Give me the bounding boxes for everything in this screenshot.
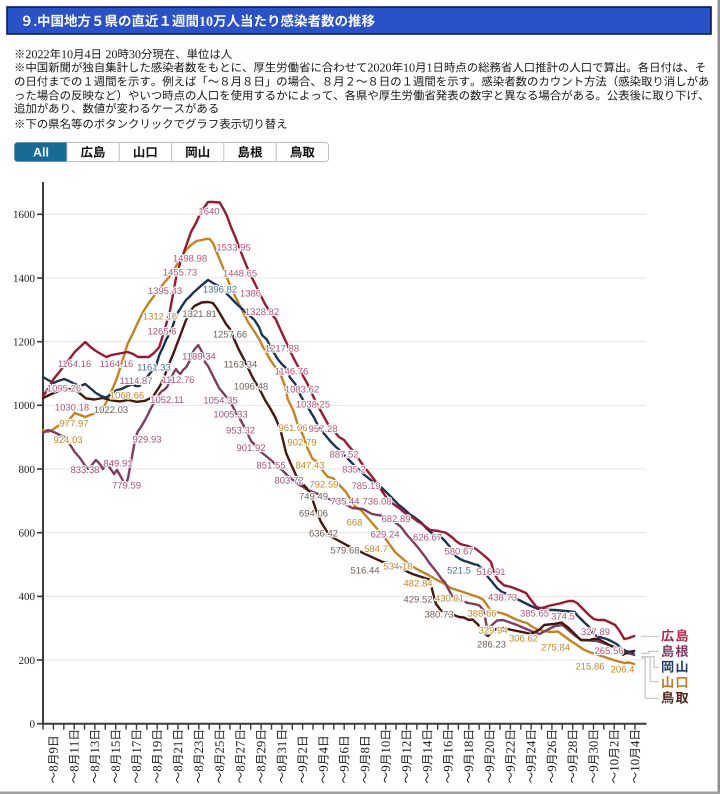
svg-text:265.56: 265.56 — [594, 646, 623, 657]
svg-text:1114.87: 1114.87 — [120, 376, 153, 387]
svg-text:1164.16: 1164.16 — [100, 359, 134, 370]
svg-text:1533.95: 1533.95 — [216, 243, 250, 254]
svg-text:438.73: 438.73 — [488, 593, 517, 604]
svg-text:736.08: 736.08 — [362, 497, 391, 508]
svg-text:327.89: 327.89 — [581, 627, 610, 638]
svg-text:1386: 1386 — [240, 289, 261, 300]
svg-text:215.86: 215.86 — [575, 662, 604, 673]
svg-text:1600: 1600 — [13, 209, 36, 221]
svg-text:803.72: 803.72 — [274, 476, 303, 487]
svg-text:1095.26: 1095.26 — [47, 384, 81, 395]
svg-text:953.32: 953.32 — [226, 426, 255, 437]
svg-text:1022.03: 1022.03 — [94, 405, 128, 416]
svg-text:275.84: 275.84 — [541, 643, 570, 654]
svg-text:0: 0 — [30, 719, 36, 731]
svg-text:388.66: 388.66 — [467, 609, 496, 620]
svg-text:579.68: 579.68 — [330, 546, 359, 557]
svg-text:851.55: 851.55 — [256, 461, 285, 472]
svg-text:977.97: 977.97 — [59, 419, 88, 430]
svg-text:1321.81: 1321.81 — [182, 309, 216, 320]
svg-text:636.42: 636.42 — [309, 529, 338, 540]
svg-text:694.06: 694.06 — [299, 509, 328, 520]
svg-text:682.89: 682.89 — [381, 514, 410, 525]
svg-text:735.44: 735.44 — [330, 497, 359, 508]
svg-text:200: 200 — [19, 655, 36, 667]
svg-text:1448.65: 1448.65 — [223, 269, 257, 280]
svg-text:429.52: 429.52 — [403, 595, 432, 606]
svg-text:779.59: 779.59 — [112, 481, 141, 492]
svg-text:1498.98: 1498.98 — [173, 254, 207, 265]
svg-text:1096.48: 1096.48 — [234, 382, 268, 393]
svg-text:1146.76: 1146.76 — [275, 367, 309, 378]
svg-text:887.52: 887.52 — [329, 450, 358, 461]
svg-text:749.49: 749.49 — [299, 492, 328, 503]
svg-text:400: 400 — [19, 591, 36, 603]
svg-text:902.79: 902.79 — [287, 438, 316, 449]
svg-text:306.62: 306.62 — [509, 634, 538, 645]
svg-text:1396.82: 1396.82 — [203, 285, 237, 296]
svg-text:629.24: 629.24 — [370, 530, 399, 541]
svg-text:1455.73: 1455.73 — [163, 268, 197, 279]
svg-text:1217.88: 1217.88 — [265, 344, 299, 355]
svg-text:668: 668 — [347, 518, 363, 529]
svg-text:600: 600 — [19, 528, 36, 540]
svg-text:1312.16: 1312.16 — [143, 312, 177, 323]
svg-text:929.93: 929.93 — [132, 435, 161, 446]
svg-text:516.91: 516.91 — [476, 567, 505, 578]
svg-text:1054.35: 1054.35 — [203, 396, 237, 407]
svg-text:1052.11: 1052.11 — [150, 395, 184, 406]
svg-text:430.01: 430.01 — [435, 594, 464, 605]
svg-text:924.03: 924.03 — [53, 435, 82, 446]
svg-text:1163.34: 1163.34 — [224, 360, 258, 371]
svg-text:385.65: 385.65 — [520, 609, 549, 620]
svg-text:1189.34: 1189.34 — [182, 352, 216, 363]
svg-text:1395.43: 1395.43 — [148, 286, 182, 297]
svg-text:833.38: 833.38 — [70, 465, 99, 476]
svg-text:1161.33: 1161.33 — [137, 363, 171, 374]
svg-text:847.43: 847.43 — [295, 461, 324, 472]
svg-text:206.4: 206.4 — [611, 665, 635, 676]
svg-text:580.67: 580.67 — [444, 547, 473, 558]
svg-text:584.7: 584.7 — [364, 544, 388, 555]
svg-text:482.84: 482.84 — [403, 579, 432, 590]
svg-text:800: 800 — [19, 464, 36, 476]
svg-text:792.59: 792.59 — [309, 480, 338, 491]
svg-text:380.73: 380.73 — [424, 610, 453, 621]
svg-text:957.28: 957.28 — [308, 424, 337, 435]
svg-text:1200: 1200 — [13, 337, 36, 349]
svg-text:1038.25: 1038.25 — [296, 400, 330, 411]
svg-text:1164.16: 1164.16 — [58, 359, 92, 370]
svg-text:1257.66: 1257.66 — [213, 330, 247, 341]
svg-text:1112.76: 1112.76 — [162, 375, 195, 386]
svg-text:534.18: 534.18 — [383, 562, 412, 573]
svg-text:1400: 1400 — [13, 273, 36, 285]
svg-text:1083.62: 1083.62 — [285, 385, 319, 396]
svg-text:961.06: 961.06 — [278, 423, 307, 434]
svg-text:1265.6: 1265.6 — [147, 327, 176, 338]
svg-text:1030.18: 1030.18 — [55, 403, 89, 414]
svg-text:785.19: 785.19 — [351, 481, 380, 492]
svg-text:329.94: 329.94 — [478, 626, 507, 637]
svg-text:521.5: 521.5 — [447, 566, 471, 577]
svg-text:1640: 1640 — [198, 207, 219, 218]
svg-text:626.67: 626.67 — [413, 533, 442, 544]
svg-text:849.91: 849.91 — [103, 459, 132, 470]
svg-text:1005.33: 1005.33 — [213, 410, 247, 421]
svg-text:374.5: 374.5 — [551, 612, 575, 623]
svg-text:1000: 1000 — [13, 400, 36, 412]
svg-text:286.23: 286.23 — [477, 640, 506, 651]
svg-text:1068.66: 1068.66 — [110, 391, 144, 402]
svg-text:1328.82: 1328.82 — [245, 307, 279, 318]
svg-text:835.2: 835.2 — [342, 465, 366, 476]
svg-text:901.92: 901.92 — [236, 443, 265, 454]
svg-text:516.44: 516.44 — [350, 566, 379, 577]
